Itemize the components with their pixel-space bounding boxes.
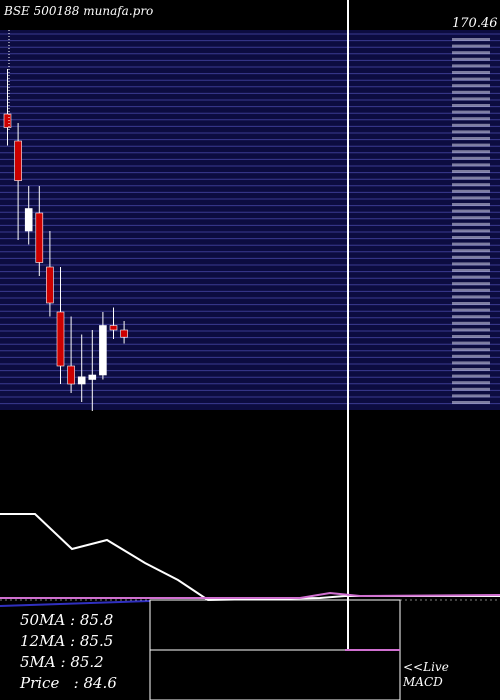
tick-label-mark: [452, 381, 490, 385]
tick-label-mark: [452, 368, 490, 371]
tick-label-mark: [452, 341, 490, 345]
tick-label-mark: [452, 354, 490, 358]
ma50-label: 50MA : 85.8: [20, 611, 114, 629]
tick-label-mark: [452, 77, 490, 81]
tick-label-mark: [452, 38, 490, 41]
tick-label-mark: [452, 255, 490, 259]
moving-average-stats: 50MA : 85.8 12MA : 85.5 5MA : 85.2 Price…: [20, 610, 117, 694]
tick-label-mark: [452, 97, 490, 101]
tick-label-mark: [452, 282, 490, 286]
tick-label-mark: [452, 222, 490, 226]
tick-label-mark: [452, 130, 490, 134]
price-label: Price : 84.6: [20, 674, 117, 692]
chart-title: BSE 500188 munafa.pro: [4, 4, 154, 18]
tick-label-mark: [452, 229, 490, 233]
candle-body: [35, 212, 44, 263]
macd-line: [0, 591, 500, 599]
tick-label-mark: [452, 308, 490, 312]
macd-title: MACD: [403, 675, 443, 689]
tick-label-mark: [452, 196, 490, 200]
tick-label-mark: [452, 236, 490, 239]
tick-label-mark: [452, 361, 490, 365]
tick-label-mark: [452, 401, 490, 404]
tick-label-mark: [452, 295, 490, 299]
tick-label-mark: [452, 84, 490, 88]
tick-label-mark: [452, 387, 490, 391]
tick-label-mark: [452, 183, 490, 187]
tick-label-mark: [452, 328, 490, 332]
tick-label-mark: [452, 249, 490, 253]
tick-label-mark: [452, 104, 490, 107]
tick-label-mark: [452, 203, 490, 206]
tick-label-mark: [452, 275, 490, 279]
tick-label-mark: [452, 163, 490, 167]
tick-label-mark: [452, 288, 490, 292]
candle-body: [120, 329, 128, 338]
current-price-tag: 170.46: [452, 16, 498, 31]
ma5-label: 5MA : 85.2: [20, 653, 104, 671]
tick-label-mark: [452, 150, 490, 154]
tick-label-mark: [452, 335, 490, 338]
tick-label-mark: [452, 315, 490, 319]
candle-body: [14, 140, 22, 181]
tick-label-mark: [452, 156, 490, 160]
tick-label-mark: [452, 51, 490, 55]
tick-label-mark: [452, 321, 490, 325]
indicator-line: [0, 513, 500, 602]
macd-live-link[interactable]: <<Live: [403, 660, 449, 674]
price-tick-column: [452, 38, 490, 404]
tick-label-mark: [452, 394, 490, 398]
tick-label-mark: [452, 110, 490, 114]
candle-body: [77, 376, 86, 385]
tick-label-mark: [452, 170, 490, 173]
tick-label-mark: [452, 71, 490, 74]
candle-body: [67, 365, 75, 385]
candle-body: [88, 374, 97, 380]
tick-label-mark: [452, 90, 490, 94]
candlestick-series: [3, 69, 128, 411]
tick-label-mark: [452, 262, 490, 266]
candle-body: [46, 266, 54, 304]
candle-body: [3, 113, 12, 128]
tick-label-mark: [452, 137, 490, 140]
macd-signal-line: [0, 600, 151, 607]
candle-body: [99, 325, 107, 376]
tick-label-mark: [452, 209, 490, 213]
tick-label-mark: [452, 269, 490, 272]
tick-label-mark: [452, 348, 490, 352]
candle-body: [56, 311, 65, 367]
tick-label-mark: [452, 216, 490, 220]
candle-body: [109, 325, 118, 331]
tick-label-mark: [452, 117, 490, 121]
tick-label-mark: [452, 374, 490, 378]
candle-body: [24, 208, 33, 232]
tick-label-mark: [452, 123, 490, 127]
tick-label-mark: [452, 44, 490, 48]
tick-label-mark: [452, 176, 490, 180]
tick-label-mark: [452, 242, 490, 246]
macd-label[interactable]: <<Live MACD: [403, 660, 449, 690]
tick-label-mark: [452, 143, 490, 147]
tick-label-mark: [452, 302, 490, 305]
ma12-label: 12MA : 85.5: [20, 632, 114, 650]
tick-label-mark: [452, 57, 490, 61]
price-gridlines: [0, 33, 500, 405]
tick-label-mark: [452, 189, 490, 193]
tick-label-mark: [452, 64, 490, 68]
